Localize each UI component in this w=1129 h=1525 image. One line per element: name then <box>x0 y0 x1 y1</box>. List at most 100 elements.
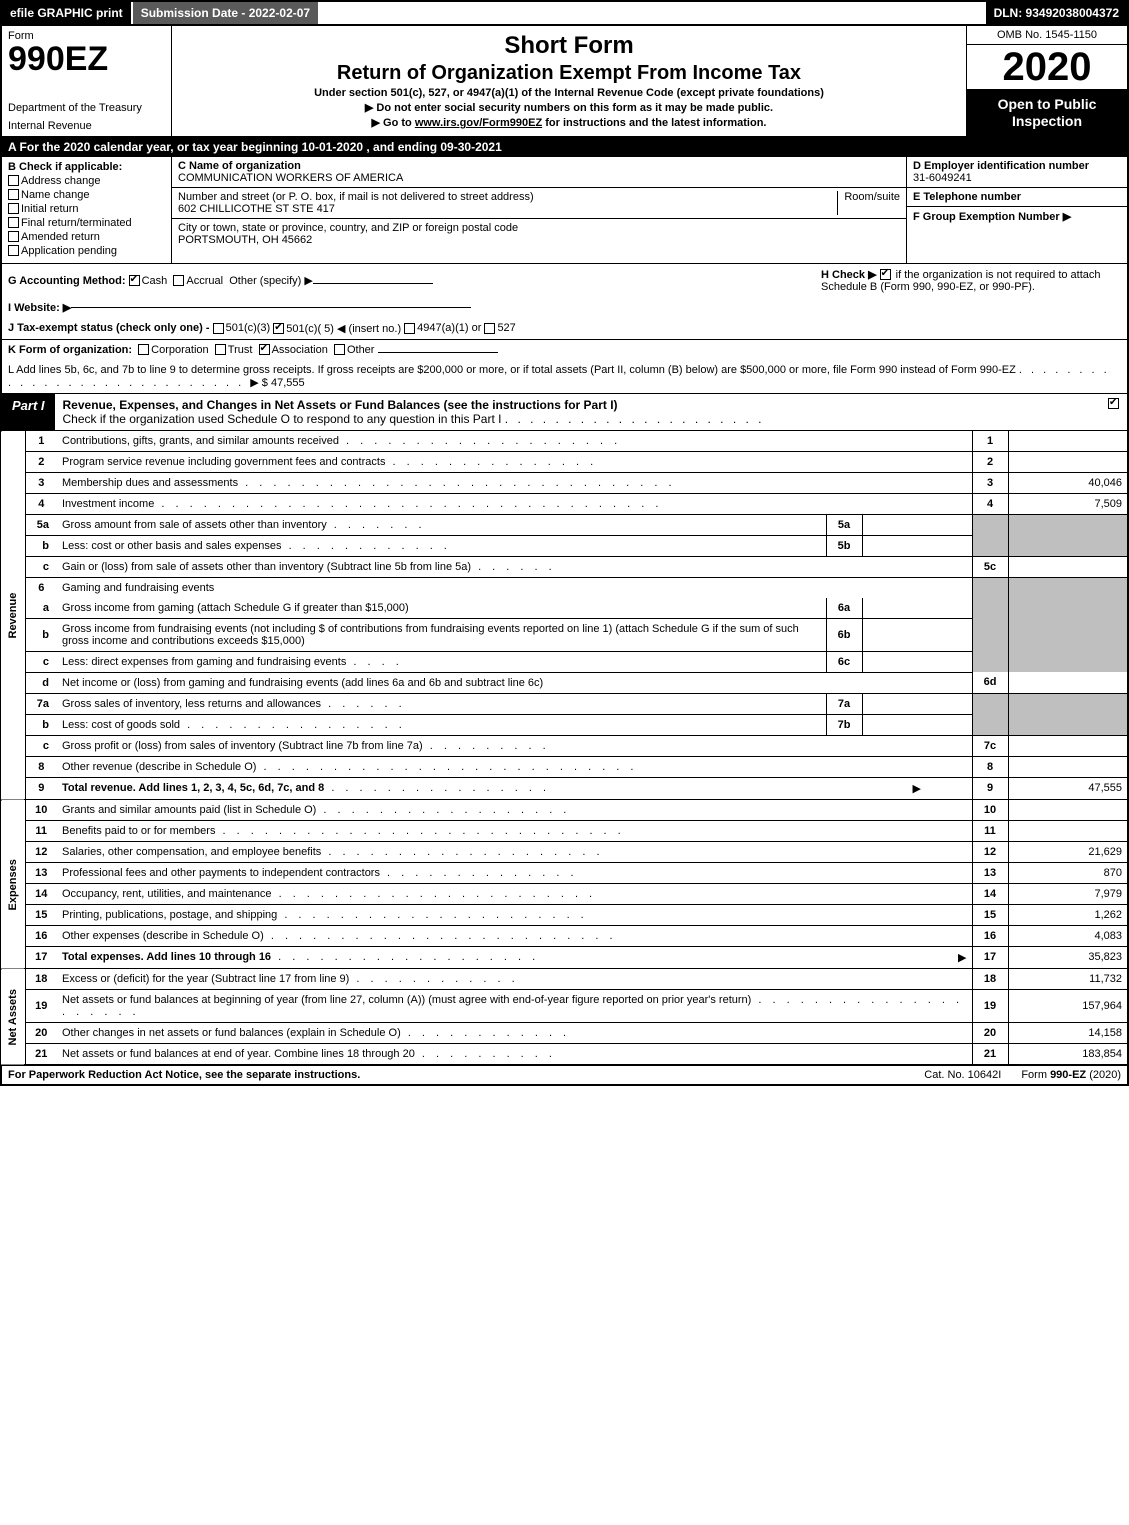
r11-val <box>1008 820 1128 841</box>
r15-ln: 15 <box>972 904 1008 925</box>
r20-desc: Other changes in net assets or fund bala… <box>57 1022 972 1043</box>
r3-desc: Membership dues and assessments . . . . … <box>57 472 972 493</box>
r13-num: 13 <box>25 862 57 883</box>
revenue-side-label: Revenue <box>1 431 25 800</box>
r8-desc: Other revenue (describe in Schedule O) .… <box>57 756 972 777</box>
chk-cash[interactable] <box>129 275 140 286</box>
chk-corporation[interactable] <box>138 344 149 355</box>
r11-ln: 11 <box>972 820 1008 841</box>
org-name: COMMUNICATION WORKERS OF AMERICA <box>178 172 403 184</box>
part1-dots: . . . . . . . . . . . . . . . . . . . . … <box>505 412 765 426</box>
group-label: F Group Exemption Number ▶ <box>913 210 1121 223</box>
r2-ln: 2 <box>972 451 1008 472</box>
r16-ln: 16 <box>972 925 1008 946</box>
tel-label: E Telephone number <box>913 191 1121 203</box>
r15-desc: Printing, publications, postage, and shi… <box>57 904 972 925</box>
r9-val: 47,555 <box>1008 777 1128 799</box>
submission-date-button[interactable]: Submission Date - 2022-02-07 <box>133 2 320 24</box>
street-label: Number and street (or P. O. box, if mail… <box>178 191 837 203</box>
r14-ln: 14 <box>972 883 1008 904</box>
chk-name-change[interactable]: Name change <box>8 189 165 201</box>
chk-accrual[interactable] <box>173 275 184 286</box>
row-11: 11 Benefits paid to or for members . . .… <box>1 820 1128 841</box>
r8-val <box>1008 756 1128 777</box>
r9-num: 9 <box>25 777 57 799</box>
r15-val: 1,262 <box>1008 904 1128 925</box>
chk-amended-return[interactable]: Amended return <box>8 231 165 243</box>
r10-num: 10 <box>25 800 57 821</box>
website-blank[interactable] <box>71 307 471 308</box>
box-def: D Employer identification number 31-6049… <box>907 157 1127 263</box>
city-row: City or town, state or province, country… <box>172 219 906 249</box>
org-name-label: C Name of organization <box>178 160 399 172</box>
r10-desc: Grants and similar amounts paid (list in… <box>57 800 972 821</box>
row-2: 2 Program service revenue including gove… <box>1 451 1128 472</box>
city-label: City or town, state or province, country… <box>178 222 518 234</box>
row-20: 20 Other changes in net assets or fund b… <box>1 1022 1128 1043</box>
r5c-num: c <box>25 556 57 577</box>
r17-desc: Total expenses. Add lines 10 through 16 … <box>57 946 953 968</box>
chk-4947[interactable] <box>404 323 415 334</box>
chk-application-pending[interactable]: Application pending <box>8 245 165 257</box>
r6c-num: c <box>25 651 57 672</box>
dept-treasury: Department of the Treasury <box>8 102 165 114</box>
k-label: K Form of organization: <box>8 344 132 356</box>
r7a-mv <box>862 693 972 714</box>
r11-num: 11 <box>25 820 57 841</box>
line-j: J Tax-exempt status (check only one) - 5… <box>0 318 1129 340</box>
dln-label: DLN: 93492038004372 <box>986 2 1127 24</box>
expenses-table: Expenses 10 Grants and similar amounts p… <box>0 800 1129 969</box>
line-h: H Check ▶ if the organization is not req… <box>821 268 1121 293</box>
g-cash: Cash <box>142 275 168 287</box>
r12-val: 21,629 <box>1008 841 1128 862</box>
row-8: 8 Other revenue (describe in Schedule O)… <box>1 756 1128 777</box>
chk-final-return[interactable]: Final return/terminated <box>8 217 165 229</box>
l-value: 47,555 <box>271 377 305 389</box>
line-k: K Form of organization: Corporation Trus… <box>0 340 1129 360</box>
netassets-side-label: Net Assets <box>1 969 25 1065</box>
g-other-blank[interactable] <box>313 283 433 284</box>
r14-desc: Occupancy, rent, utilities, and maintena… <box>57 883 972 904</box>
r6b-num: b <box>25 618 57 651</box>
r4-num: 4 <box>25 493 57 514</box>
part1-checkbox[interactable] <box>1102 394 1127 430</box>
chk-schedule-b[interactable] <box>880 269 891 280</box>
chk-address-change[interactable]: Address change <box>8 175 165 187</box>
h-pre: H Check ▶ <box>821 269 877 281</box>
r14-val: 7,979 <box>1008 883 1128 904</box>
subtitle-section: Under section 501(c), 527, or 4947(a)(1)… <box>180 87 958 99</box>
r7c-ln: 7c <box>972 735 1008 756</box>
r5a-mv <box>862 514 972 535</box>
irs-link[interactable]: www.irs.gov/Form990EZ <box>415 117 542 129</box>
chk-trust[interactable] <box>215 344 226 355</box>
r17-num: 17 <box>25 946 57 968</box>
l-arrow: ▶ $ <box>250 377 268 389</box>
r8-num: 8 <box>25 756 57 777</box>
r5b-num: b <box>25 535 57 556</box>
omb-number: OMB No. 1545-1150 <box>967 26 1127 45</box>
efile-print-button[interactable]: efile GRAPHIC print <box>2 2 133 24</box>
r6-grey <box>972 577 1008 672</box>
chk-501c3[interactable] <box>213 323 224 334</box>
r14-num: 14 <box>25 883 57 904</box>
chk-initial-return[interactable]: Initial return <box>8 203 165 215</box>
r20-num: 20 <box>25 1022 57 1043</box>
r7a-num: 7a <box>25 693 57 714</box>
k-other-blank[interactable] <box>378 352 498 353</box>
r19-ln: 19 <box>972 989 1008 1022</box>
r5ab-grey <box>972 514 1008 556</box>
chk-527[interactable] <box>484 323 495 334</box>
chk-other-org[interactable] <box>334 344 345 355</box>
row-5b: b Less: cost or other basis and sales ex… <box>1 535 1128 556</box>
r6-num: 6 <box>25 577 57 598</box>
chk-501c[interactable] <box>273 323 284 334</box>
r7b-desc: Less: cost of goods sold . . . . . . . .… <box>57 714 826 735</box>
row-7a: 7a Gross sales of inventory, less return… <box>1 693 1128 714</box>
r17-arrow: ▶ <box>953 946 972 968</box>
r5b-ml: 5b <box>826 535 862 556</box>
city-value: PORTSMOUTH, OH 45662 <box>178 234 518 246</box>
revenue-table: Revenue 1 Contributions, gifts, grants, … <box>0 431 1129 800</box>
goto-pre: ▶ Go to <box>372 117 415 129</box>
j-501c: 501(c)( 5) ◀ (insert no.) <box>286 322 401 335</box>
chk-association[interactable] <box>259 344 270 355</box>
